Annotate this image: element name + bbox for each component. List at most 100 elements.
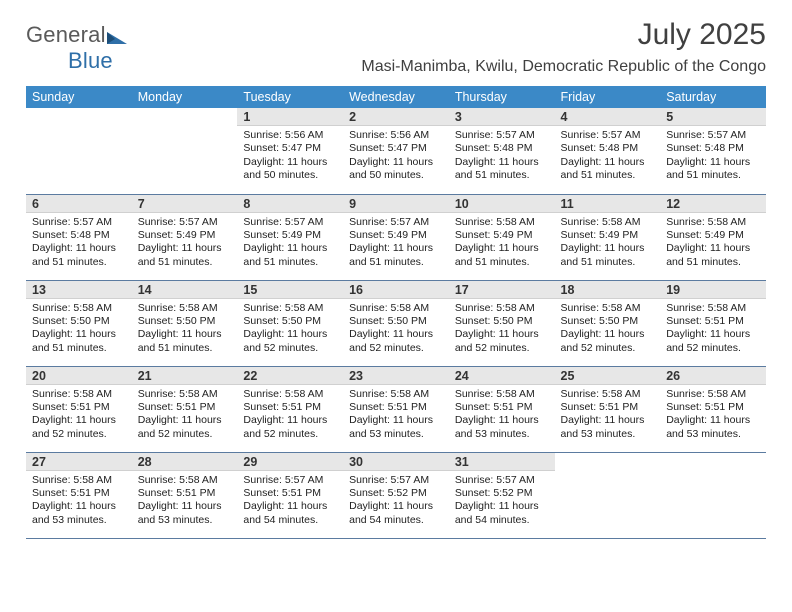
calendar-cell: 20Sunrise: 5:58 AMSunset: 5:51 PMDayligh… <box>26 366 132 452</box>
calendar-cell: 9Sunrise: 5:57 AMSunset: 5:49 PMDaylight… <box>343 194 449 280</box>
calendar-cell: 12Sunrise: 5:58 AMSunset: 5:49 PMDayligh… <box>660 194 766 280</box>
logo-text-a: General <box>26 22 106 47</box>
brand-logo: General Blue <box>26 22 127 74</box>
calendar-cell: 22Sunrise: 5:58 AMSunset: 5:51 PMDayligh… <box>237 366 343 452</box>
calendar-cell: 24Sunrise: 5:58 AMSunset: 5:51 PMDayligh… <box>449 366 555 452</box>
day-number: 22 <box>237 367 343 385</box>
day-header: Wednesday <box>343 86 449 108</box>
calendar-cell: 15Sunrise: 5:58 AMSunset: 5:50 PMDayligh… <box>237 280 343 366</box>
day-number: 31 <box>449 453 555 471</box>
day-details: Sunrise: 5:57 AMSunset: 5:52 PMDaylight:… <box>343 471 449 532</box>
day-details: Sunrise: 5:58 AMSunset: 5:51 PMDaylight:… <box>26 471 132 532</box>
day-number: 24 <box>449 367 555 385</box>
day-number: 25 <box>555 367 661 385</box>
day-details: Sunrise: 5:57 AMSunset: 5:48 PMDaylight:… <box>26 213 132 274</box>
day-header: Monday <box>132 86 238 108</box>
day-number: 2 <box>343 108 449 126</box>
page-title: July 2025 <box>638 18 766 52</box>
day-details: Sunrise: 5:57 AMSunset: 5:49 PMDaylight:… <box>132 213 238 274</box>
day-details: Sunrise: 5:58 AMSunset: 5:50 PMDaylight:… <box>132 299 238 360</box>
calendar-table: SundayMondayTuesdayWednesdayThursdayFrid… <box>26 86 766 539</box>
calendar-cell: 7Sunrise: 5:57 AMSunset: 5:49 PMDaylight… <box>132 194 238 280</box>
day-header: Tuesday <box>237 86 343 108</box>
day-number: 4 <box>555 108 661 126</box>
day-details: Sunrise: 5:58 AMSunset: 5:51 PMDaylight:… <box>132 471 238 532</box>
day-details: Sunrise: 5:58 AMSunset: 5:51 PMDaylight:… <box>343 385 449 446</box>
day-number: 26 <box>660 367 766 385</box>
day-number: 7 <box>132 195 238 213</box>
day-number: 15 <box>237 281 343 299</box>
calendar-cell: 17Sunrise: 5:58 AMSunset: 5:50 PMDayligh… <box>449 280 555 366</box>
logo-text-b: Blue <box>68 48 113 73</box>
day-number: 8 <box>237 195 343 213</box>
calendar-cell: 2Sunrise: 5:56 AMSunset: 5:47 PMDaylight… <box>343 108 449 194</box>
calendar-cell: 31Sunrise: 5:57 AMSunset: 5:52 PMDayligh… <box>449 452 555 538</box>
day-number: 27 <box>26 453 132 471</box>
day-details: Sunrise: 5:58 AMSunset: 5:51 PMDaylight:… <box>449 385 555 446</box>
day-details: Sunrise: 5:58 AMSunset: 5:50 PMDaylight:… <box>343 299 449 360</box>
calendar-cell <box>660 452 766 538</box>
day-number: 12 <box>660 195 766 213</box>
calendar-cell <box>132 108 238 194</box>
day-details: Sunrise: 5:58 AMSunset: 5:51 PMDaylight:… <box>555 385 661 446</box>
day-number: 29 <box>237 453 343 471</box>
day-header: Sunday <box>26 86 132 108</box>
day-number: 9 <box>343 195 449 213</box>
day-details: Sunrise: 5:58 AMSunset: 5:50 PMDaylight:… <box>26 299 132 360</box>
calendar-cell <box>26 108 132 194</box>
day-number: 19 <box>660 281 766 299</box>
day-details: Sunrise: 5:57 AMSunset: 5:49 PMDaylight:… <box>343 213 449 274</box>
day-header: Thursday <box>449 86 555 108</box>
day-details: Sunrise: 5:58 AMSunset: 5:51 PMDaylight:… <box>660 299 766 360</box>
day-number: 13 <box>26 281 132 299</box>
day-details: Sunrise: 5:57 AMSunset: 5:52 PMDaylight:… <box>449 471 555 532</box>
day-details: Sunrise: 5:58 AMSunset: 5:49 PMDaylight:… <box>449 213 555 274</box>
day-details: Sunrise: 5:58 AMSunset: 5:49 PMDaylight:… <box>660 213 766 274</box>
day-details: Sunrise: 5:57 AMSunset: 5:51 PMDaylight:… <box>237 471 343 532</box>
day-details: Sunrise: 5:58 AMSunset: 5:50 PMDaylight:… <box>237 299 343 360</box>
day-number: 1 <box>237 108 343 126</box>
calendar-cell: 18Sunrise: 5:58 AMSunset: 5:50 PMDayligh… <box>555 280 661 366</box>
day-number: 18 <box>555 281 661 299</box>
day-details: Sunrise: 5:56 AMSunset: 5:47 PMDaylight:… <box>343 126 449 187</box>
calendar-cell <box>555 452 661 538</box>
calendar-cell: 4Sunrise: 5:57 AMSunset: 5:48 PMDaylight… <box>555 108 661 194</box>
calendar-cell: 23Sunrise: 5:58 AMSunset: 5:51 PMDayligh… <box>343 366 449 452</box>
calendar-cell: 6Sunrise: 5:57 AMSunset: 5:48 PMDaylight… <box>26 194 132 280</box>
day-number: 17 <box>449 281 555 299</box>
calendar-cell: 25Sunrise: 5:58 AMSunset: 5:51 PMDayligh… <box>555 366 661 452</box>
day-number: 21 <box>132 367 238 385</box>
calendar-cell: 26Sunrise: 5:58 AMSunset: 5:51 PMDayligh… <box>660 366 766 452</box>
day-details: Sunrise: 5:58 AMSunset: 5:51 PMDaylight:… <box>132 385 238 446</box>
calendar-cell: 10Sunrise: 5:58 AMSunset: 5:49 PMDayligh… <box>449 194 555 280</box>
calendar-cell: 28Sunrise: 5:58 AMSunset: 5:51 PMDayligh… <box>132 452 238 538</box>
day-details: Sunrise: 5:57 AMSunset: 5:48 PMDaylight:… <box>660 126 766 187</box>
calendar-cell: 16Sunrise: 5:58 AMSunset: 5:50 PMDayligh… <box>343 280 449 366</box>
day-details: Sunrise: 5:58 AMSunset: 5:49 PMDaylight:… <box>555 213 661 274</box>
day-number: 5 <box>660 108 766 126</box>
calendar-cell: 3Sunrise: 5:57 AMSunset: 5:48 PMDaylight… <box>449 108 555 194</box>
day-number: 20 <box>26 367 132 385</box>
day-number: 6 <box>26 195 132 213</box>
day-details: Sunrise: 5:58 AMSunset: 5:51 PMDaylight:… <box>26 385 132 446</box>
calendar-cell: 27Sunrise: 5:58 AMSunset: 5:51 PMDayligh… <box>26 452 132 538</box>
day-number: 10 <box>449 195 555 213</box>
day-number: 16 <box>343 281 449 299</box>
day-details: Sunrise: 5:58 AMSunset: 5:51 PMDaylight:… <box>237 385 343 446</box>
calendar-body: 1Sunrise: 5:56 AMSunset: 5:47 PMDaylight… <box>26 108 766 538</box>
day-number: 30 <box>343 453 449 471</box>
day-number: 11 <box>555 195 661 213</box>
day-details: Sunrise: 5:58 AMSunset: 5:50 PMDaylight:… <box>449 299 555 360</box>
location-subtitle: Masi-Manimba, Kwilu, Democratic Republic… <box>361 58 766 76</box>
calendar-cell: 21Sunrise: 5:58 AMSunset: 5:51 PMDayligh… <box>132 366 238 452</box>
calendar-cell: 11Sunrise: 5:58 AMSunset: 5:49 PMDayligh… <box>555 194 661 280</box>
calendar-cell: 30Sunrise: 5:57 AMSunset: 5:52 PMDayligh… <box>343 452 449 538</box>
day-details: Sunrise: 5:57 AMSunset: 5:48 PMDaylight:… <box>555 126 661 187</box>
calendar-cell: 13Sunrise: 5:58 AMSunset: 5:50 PMDayligh… <box>26 280 132 366</box>
day-number: 14 <box>132 281 238 299</box>
day-details: Sunrise: 5:58 AMSunset: 5:51 PMDaylight:… <box>660 385 766 446</box>
day-header: Saturday <box>660 86 766 108</box>
day-details: Sunrise: 5:56 AMSunset: 5:47 PMDaylight:… <box>237 126 343 187</box>
calendar-cell: 1Sunrise: 5:56 AMSunset: 5:47 PMDaylight… <box>237 108 343 194</box>
calendar-cell: 29Sunrise: 5:57 AMSunset: 5:51 PMDayligh… <box>237 452 343 538</box>
